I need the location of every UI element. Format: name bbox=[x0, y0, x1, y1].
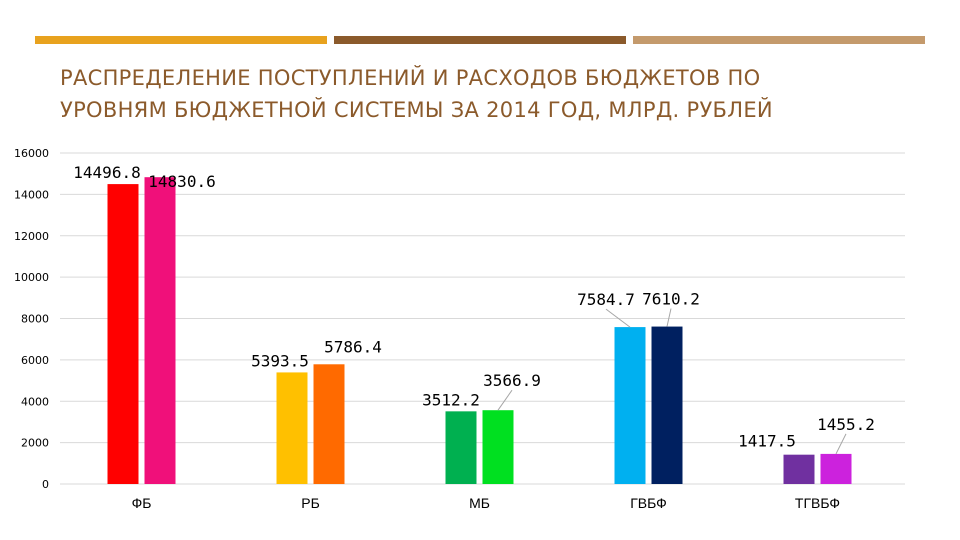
bar bbox=[144, 177, 176, 484]
data-label-leader bbox=[666, 308, 672, 327]
data-label: 3566.9 bbox=[483, 371, 541, 390]
header-accent-bars bbox=[35, 36, 925, 44]
bar bbox=[651, 326, 683, 484]
bar bbox=[820, 453, 852, 484]
title-line-2: УРОВНЯМ БЮДЖЕТНОЙ СИСТЕМЫ ЗА 2014 ГОД, М… bbox=[60, 98, 773, 122]
x-tick-label: ГВБФ bbox=[630, 495, 667, 511]
bar bbox=[482, 410, 514, 484]
y-tick-label: 12000 bbox=[14, 230, 49, 243]
data-label: 1417.5 bbox=[738, 432, 796, 451]
data-label: 3512.2 bbox=[422, 390, 480, 409]
accent-bar-3 bbox=[633, 36, 925, 44]
data-label-leader bbox=[605, 308, 631, 328]
bar bbox=[107, 184, 139, 484]
bar bbox=[445, 411, 477, 484]
x-tick-label: ФБ bbox=[132, 495, 152, 511]
accent-bar-1 bbox=[35, 36, 327, 44]
x-tick-label: ТГВБФ bbox=[795, 495, 840, 511]
x-tick-label: РБ bbox=[301, 495, 320, 511]
data-label: 5786.4 bbox=[324, 337, 382, 356]
data-label: 14496.8 bbox=[73, 163, 140, 182]
bar bbox=[614, 327, 646, 484]
y-tick-label: 6000 bbox=[21, 354, 49, 367]
y-tick-label: 16000 bbox=[14, 147, 49, 160]
y-tick-label: 2000 bbox=[21, 437, 49, 450]
y-tick-label: 0 bbox=[42, 478, 49, 491]
y-tick-label: 4000 bbox=[21, 395, 49, 408]
x-tick-label: МБ bbox=[469, 495, 490, 511]
title-line-1: РАСПРЕДЕЛЕНИЕ ПОСТУПЛЕНИЙ И РАСХОДОВ БЮД… bbox=[60, 66, 761, 90]
data-label: 7584.7 bbox=[577, 290, 635, 309]
page-title: РАСПРЕДЕЛЕНИЕ ПОСТУПЛЕНИЙ И РАСХОДОВ БЮД… bbox=[60, 62, 920, 126]
y-tick-label: 14000 bbox=[14, 188, 49, 201]
bar bbox=[276, 372, 308, 484]
data-label-leader bbox=[497, 389, 513, 411]
data-label: 14830.6 bbox=[148, 172, 215, 191]
bar bbox=[313, 364, 345, 484]
data-label: 1455.2 bbox=[817, 415, 875, 434]
data-label-leader bbox=[835, 433, 847, 455]
y-tick-label: 10000 bbox=[14, 271, 49, 284]
bar bbox=[783, 454, 815, 484]
data-label: 7610.2 bbox=[642, 290, 700, 309]
y-tick-label: 8000 bbox=[21, 313, 49, 326]
accent-bar-2 bbox=[334, 36, 626, 44]
data-label: 5393.5 bbox=[251, 351, 309, 370]
